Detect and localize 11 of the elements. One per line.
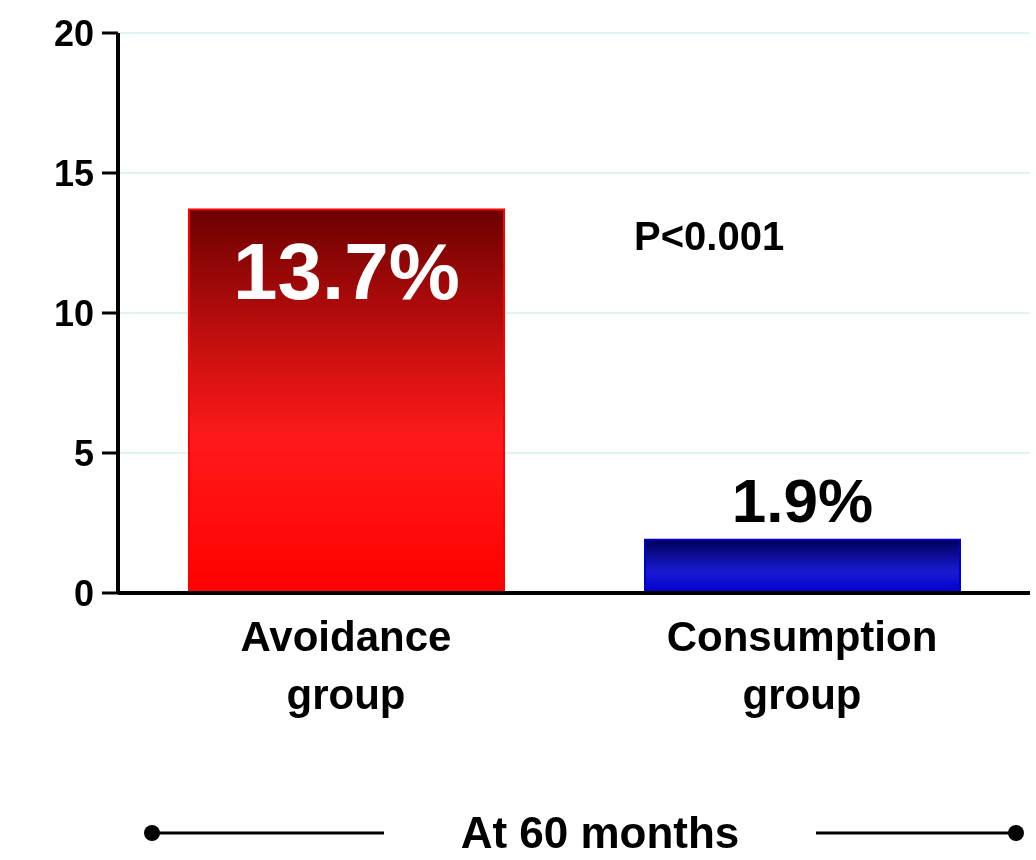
y-tick-label: 10: [53, 292, 94, 334]
annotation: P<0.001: [634, 214, 785, 259]
data-label: 1.9%: [731, 465, 874, 535]
x-axis-title: At 60 months: [459, 808, 741, 858]
y-tick-label: 0: [73, 572, 94, 614]
y-tick-label: 5: [73, 432, 94, 474]
x-tick-label: Avoidance group: [240, 613, 452, 718]
y-tick-label: 20: [53, 12, 94, 54]
data-label: 13.7%: [233, 227, 460, 317]
x-tick-label: Consumption group: [666, 613, 938, 718]
y-tick-label: 15: [53, 152, 94, 194]
